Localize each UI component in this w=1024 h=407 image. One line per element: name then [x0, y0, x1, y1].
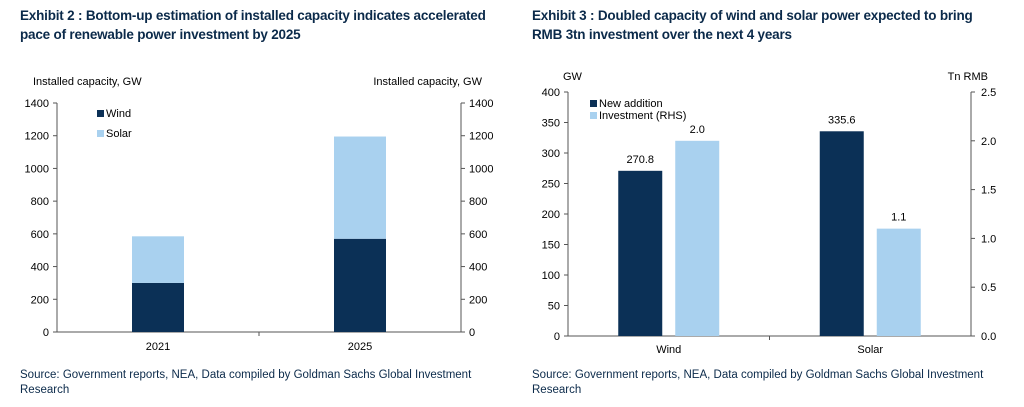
legend-swatch — [590, 112, 597, 119]
left-tick-label: 1000 — [25, 163, 49, 175]
left-tick-label: 200 — [542, 209, 560, 221]
data-label: 270.8 — [626, 154, 654, 166]
legend-swatch — [590, 100, 597, 107]
left-tick-label: 0 — [554, 331, 560, 343]
bar-solar-2021 — [132, 236, 184, 283]
left-tick-label: 250 — [542, 179, 560, 191]
exhibit-3-source: Source: Government reports, NEA, Data co… — [532, 369, 984, 396]
left-tick-label: 800 — [31, 196, 49, 208]
bar-wind-2021 — [132, 282, 184, 332]
legend-swatch-wind — [97, 110, 104, 117]
right-tick-label: 0.5 — [981, 282, 996, 294]
left-tick-label: 300 — [542, 148, 560, 160]
exhibit-3-title: Exhibit 3 : Doubled capacity of wind and… — [532, 8, 973, 42]
legend-label: Investment (RHS) — [599, 110, 686, 122]
data-label: 1.1 — [891, 212, 906, 224]
left-tick-label: 0 — [43, 327, 49, 339]
bar-new-addition-wind — [618, 170, 663, 336]
left-tick-label: 150 — [542, 240, 560, 252]
bar-wind-2025 — [334, 238, 386, 332]
right-tick-label: 0.0 — [981, 331, 996, 343]
x-tick-label: Wind — [656, 344, 681, 356]
right-tick-label: 800 — [469, 196, 487, 208]
left-tick-label: 50 — [548, 301, 560, 313]
legend-label: New addition — [599, 98, 663, 110]
right-tick-label: 1200 — [469, 131, 493, 143]
right-tick-label: 1.0 — [981, 233, 996, 245]
x-tick-label: Solar — [857, 344, 883, 356]
right-tick-label: 200 — [469, 294, 487, 306]
legend-label-solar: Solar — [106, 128, 132, 140]
left-tick-label: 350 — [542, 118, 560, 130]
x-tick-label: 2025 — [348, 341, 372, 353]
right-tick-label: 2.5 — [981, 87, 996, 99]
data-label: 2.0 — [690, 124, 705, 136]
exhibit-2-title: Exhibit 2 : Bottom-up estimation of inst… — [20, 8, 486, 42]
left-tick-label: 400 — [31, 262, 49, 274]
left-tick-label: 400 — [542, 87, 560, 99]
legend-swatch-solar — [97, 130, 104, 137]
left-tick-label: 1400 — [25, 98, 49, 110]
right-axis-title: Installed capacity, GW — [373, 76, 482, 88]
bar-investment-rhs--solar — [876, 228, 921, 336]
x-tick-label: 2021 — [146, 341, 170, 353]
left-axis-title: GW — [563, 71, 583, 83]
data-label: 335.6 — [828, 114, 856, 126]
legend-label-wind: Wind — [106, 108, 131, 120]
bar-solar-2025 — [334, 136, 386, 239]
right-tick-label: 2.0 — [981, 136, 996, 148]
right-tick-label: 1400 — [469, 98, 493, 110]
right-tick-label: 0 — [469, 327, 475, 339]
right-tick-label: 1.5 — [981, 185, 996, 197]
left-axis-title: Installed capacity, GW — [33, 76, 142, 88]
right-axis-title: Tn RMB — [948, 71, 988, 83]
right-tick-label: 1000 — [469, 163, 493, 175]
right-tick-label: 600 — [469, 229, 487, 241]
exhibit-2-source: Source: Government reports, NEA, Data co… — [20, 369, 472, 396]
bar-investment-rhs--wind — [675, 140, 720, 336]
left-tick-label: 100 — [542, 270, 560, 282]
bar-new-addition-solar — [819, 131, 864, 336]
left-tick-label: 600 — [31, 229, 49, 241]
right-tick-label: 400 — [469, 262, 487, 274]
left-tick-label: 200 — [31, 294, 49, 306]
left-tick-label: 1200 — [25, 131, 49, 143]
